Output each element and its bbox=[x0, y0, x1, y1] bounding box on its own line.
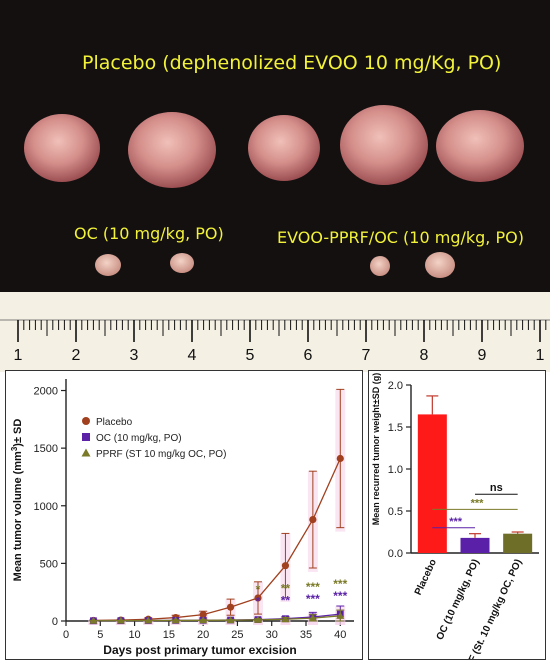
significance-mark: *** bbox=[333, 577, 347, 591]
y-tick-label: 500 bbox=[40, 558, 58, 570]
x-tick-label: 10 bbox=[128, 629, 140, 641]
significance-mark: *** bbox=[306, 592, 320, 606]
y-tick-label: 0.5 bbox=[388, 506, 403, 518]
x-tick-label: 40 bbox=[334, 629, 346, 641]
placebo-caption: Placebo (dephenolized EVOO 10 mg/Kg, PO) bbox=[82, 52, 502, 74]
oc-caption: OC (10 mg/kg, PO) bbox=[74, 224, 224, 243]
tumor-weight-chart: 0.0 0.5 1.0 1.5 2.0 Mean recurred tumor weigh… bbox=[371, 373, 539, 664]
ruler-label: 5 bbox=[246, 347, 255, 364]
ruler: 1 2 3 4 5 6 7 8 9 1 bbox=[0, 292, 550, 372]
placebo-tumor-5 bbox=[436, 110, 524, 182]
significance-mark: * bbox=[256, 595, 261, 609]
y-tick-label: 1000 bbox=[34, 501, 58, 513]
legend-marker bbox=[82, 433, 90, 441]
significance-label: *** bbox=[449, 516, 463, 528]
x-axis-title: Days post primary tumor excision bbox=[103, 643, 296, 657]
bar bbox=[417, 414, 447, 553]
data-point bbox=[308, 614, 317, 622]
data-point bbox=[199, 616, 208, 624]
significance-mark: * bbox=[256, 583, 261, 597]
pprf-caption: EVOO-PPRF/OC (10 mg/kg, PO) bbox=[277, 228, 524, 247]
tumor-volume-chart-panel: 0 500 1000 1500 2000 0 5 10 15 20 25 30 35 40 Days pos… bbox=[5, 370, 363, 660]
x-tick-label: 25 bbox=[231, 629, 243, 641]
data-point bbox=[226, 616, 235, 624]
tumor-photo-graphic bbox=[24, 105, 524, 278]
bar bbox=[503, 533, 533, 553]
ruler-label: 6 bbox=[304, 347, 313, 364]
y-tick-label: 0.0 bbox=[388, 548, 403, 560]
ruler-label: 9 bbox=[478, 347, 487, 364]
placebo-tumor-3 bbox=[248, 115, 320, 181]
legend-marker bbox=[82, 417, 90, 425]
placebo-tumor-2 bbox=[128, 112, 216, 188]
data-point bbox=[144, 616, 153, 624]
y-tick-label: 1.0 bbox=[388, 464, 403, 476]
y-axis-title: Mean tumor volume (mm3)± SD bbox=[10, 419, 24, 582]
data-point bbox=[254, 615, 262, 623]
x-tick-label: 30 bbox=[266, 629, 278, 641]
y-tick-label: 2.0 bbox=[388, 380, 403, 392]
significance-label: ns bbox=[490, 482, 503, 494]
placebo-tumor-1 bbox=[24, 114, 100, 182]
ruler-label: 1 bbox=[14, 347, 23, 364]
ruler-label: 4 bbox=[188, 347, 197, 364]
y-tick-label: 1500 bbox=[34, 443, 58, 455]
data-point bbox=[199, 611, 207, 619]
significance-mark: *** bbox=[306, 580, 320, 594]
x-tick-label: 15 bbox=[163, 629, 175, 641]
y-axis-title: Mean recurred tumor weight±SD (g) bbox=[371, 373, 381, 525]
pprf-tumor-2 bbox=[425, 252, 455, 278]
series-line bbox=[93, 615, 341, 622]
oc-tumor-1 bbox=[95, 254, 121, 276]
data-point bbox=[226, 603, 235, 611]
x-tick-label: OC (10 mg/kg, PO) bbox=[435, 558, 482, 642]
data-point bbox=[116, 616, 125, 624]
ruler-label: 8 bbox=[420, 347, 429, 364]
placebo-tumor-4 bbox=[340, 105, 428, 185]
x-tick-label: 35 bbox=[300, 629, 312, 641]
data-point bbox=[336, 611, 345, 619]
significance-label: *** bbox=[471, 497, 485, 509]
oc-tumor-2 bbox=[170, 253, 194, 273]
data-point bbox=[281, 562, 290, 570]
data-point bbox=[254, 594, 262, 602]
legend-label: Placebo bbox=[96, 417, 133, 428]
significance-mark: ** bbox=[281, 582, 291, 596]
y-tick-label: 1.5 bbox=[388, 422, 403, 434]
series-line bbox=[93, 458, 341, 622]
legend-label: OC (10 mg/kg, PO) bbox=[96, 433, 182, 444]
significance-mark: ** bbox=[281, 594, 291, 608]
x-tick-label: 20 bbox=[197, 629, 209, 641]
ruler-label: 2 bbox=[72, 347, 81, 364]
y-tick-label: 2000 bbox=[34, 386, 58, 398]
pprf-tumor-1 bbox=[370, 256, 390, 276]
tumor-weight-chart-panel: 0.0 0.5 1.0 1.5 2.0 Mean recurred tumor weigh… bbox=[368, 370, 546, 664]
legend-marker bbox=[81, 448, 91, 457]
significance-mark: *** bbox=[333, 589, 347, 603]
ruler-label: 7 bbox=[362, 347, 371, 364]
data-point bbox=[171, 616, 180, 624]
data-point bbox=[281, 615, 290, 623]
ruler-label: 3 bbox=[130, 347, 139, 364]
bar bbox=[460, 537, 490, 553]
tumor-volume-chart: 0 500 1000 1500 2000 0 5 10 15 20 25 30 35 40 Days pos… bbox=[10, 379, 354, 657]
x-tick-label: 0 bbox=[63, 629, 69, 641]
y-tick-label: 0 bbox=[52, 616, 58, 628]
data-point bbox=[336, 454, 344, 463]
data-point bbox=[89, 616, 98, 624]
legend-label: PPRF (ST 10 mg/kg OC, PO) bbox=[96, 449, 226, 460]
data-point bbox=[309, 515, 317, 524]
x-tick-label: 5 bbox=[97, 629, 103, 641]
x-tick-label: Placebo bbox=[413, 558, 439, 597]
ruler-scale: 1 2 3 4 5 6 7 8 9 1 bbox=[0, 319, 550, 364]
ruler-label: 1 bbox=[536, 347, 545, 364]
